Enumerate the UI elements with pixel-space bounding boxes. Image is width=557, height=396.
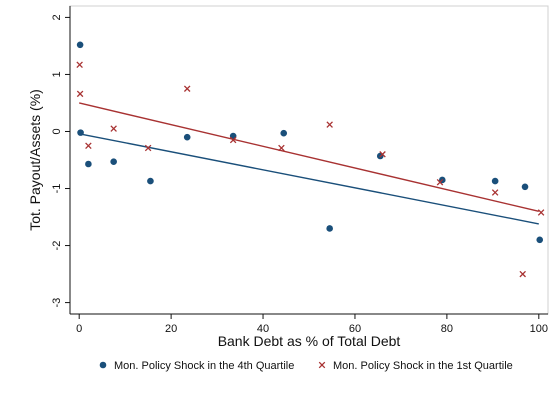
x-marker-stroke <box>76 90 84 98</box>
data-point-series-2 <box>76 90 84 98</box>
data-point-series-2 <box>229 136 237 144</box>
x-marker-stroke <box>110 125 117 132</box>
data-point-series-1 <box>536 236 544 244</box>
data-point-series-1 <box>326 225 333 232</box>
x-tick-label: 60 <box>349 323 361 335</box>
data-point-series-2 <box>519 270 526 278</box>
x-tick-label: 20 <box>165 323 177 335</box>
y-tick-label: 1 <box>51 71 63 77</box>
x-marker-stroke <box>519 270 526 278</box>
x-marker-stroke <box>379 151 386 158</box>
legend-label-series-1: Mon. Policy Shock in the 4th Quartile <box>114 360 294 372</box>
x-tick-label: 100 <box>530 323 548 335</box>
legend-marker-series-1 <box>99 361 107 369</box>
data-point-series-1 <box>85 160 92 168</box>
plot-area <box>69 5 549 315</box>
data-point-series-1 <box>110 158 117 166</box>
y-axis-title: Tot. Payout/Assets (%) <box>27 89 43 231</box>
data-point-series-1 <box>183 133 191 141</box>
y-tick-label: -1 <box>51 184 63 194</box>
data-point-series-1 <box>491 177 499 185</box>
data-point-series-1 <box>521 183 529 191</box>
data-point-series-2 <box>278 144 285 152</box>
data-point-series-2 <box>491 189 499 196</box>
x-tick-label: 40 <box>257 323 269 335</box>
data-point-series-1 <box>76 41 84 49</box>
data-point-series-2 <box>110 125 117 132</box>
data-point-series-2 <box>436 178 444 186</box>
x-tick-label: 0 <box>76 323 82 335</box>
x-marker-stroke <box>436 178 444 186</box>
y-tick-label: -3 <box>51 298 63 308</box>
fit-lines-group <box>79 102 539 225</box>
x-marker-stroke <box>144 144 152 152</box>
data-points-group <box>76 41 545 278</box>
x-marker-stroke <box>537 209 545 216</box>
data-point-series-2 <box>85 142 92 150</box>
fit-line-series-2 <box>79 102 539 213</box>
y-tick-label: -2 <box>51 241 63 251</box>
fit-line-series-1 <box>79 133 539 225</box>
legend-label-series-2: Mon. Policy Shock in the 1st Quartile <box>333 360 513 372</box>
x-marker-stroke <box>76 61 83 69</box>
data-point-series-1 <box>280 129 288 137</box>
data-point-series-1 <box>77 129 84 136</box>
x-marker-stroke <box>326 121 333 128</box>
x-marker-stroke <box>229 136 237 144</box>
legend-marker-series-2 <box>318 361 326 369</box>
x-tick-label: 80 <box>441 323 453 335</box>
data-point-series-2 <box>183 85 191 92</box>
data-point-series-2 <box>326 121 333 128</box>
legend: Mon. Policy Shock in the 4th Quartile Mon… <box>99 360 513 372</box>
axes-group: 2 1 0 -1 -2 -3 0 20 40 60 80 100 <box>51 6 548 335</box>
y-tick-label: 0 <box>51 128 63 134</box>
data-point-series-2 <box>144 144 152 152</box>
x-marker-stroke <box>278 144 285 152</box>
data-point-series-2 <box>379 151 386 158</box>
x-marker-stroke <box>491 189 499 196</box>
x-marker-stroke <box>85 142 92 150</box>
y-tick-label: 2 <box>51 14 63 20</box>
data-point-series-1 <box>147 177 154 185</box>
x-marker-stroke <box>318 361 326 369</box>
data-point-series-2 <box>537 209 545 216</box>
x-marker-stroke <box>183 85 191 92</box>
x-axis-title: Bank Debt as % of Total Debt <box>218 333 401 349</box>
data-point-series-2 <box>76 61 83 69</box>
